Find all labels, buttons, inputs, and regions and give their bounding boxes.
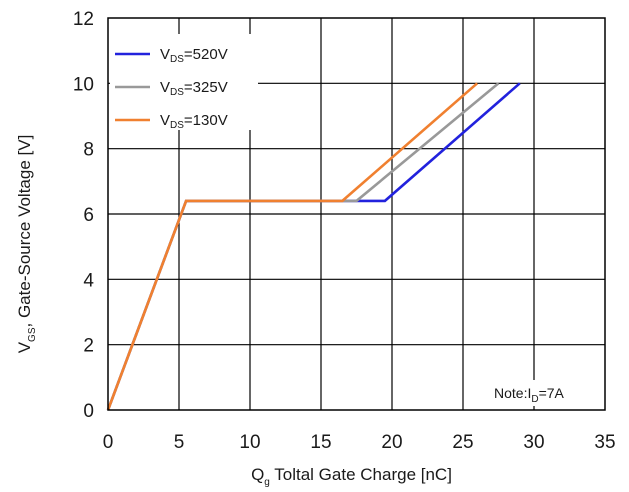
legend-label: VDS=520V (160, 46, 228, 65)
y-axis-label: VGS, Gate-Source Voltage [V] (15, 135, 38, 354)
y-tick-label: 12 (73, 9, 94, 30)
x-tick-labels: 0 5 10 15 20 25 30 35 (103, 432, 616, 453)
note-subscript: D (531, 394, 538, 405)
y-tick-labels: 0 2 4 6 8 10 12 (73, 9, 95, 422)
note-background (488, 380, 600, 406)
x-tick-label: 20 (381, 432, 402, 453)
plot-border (107, 17, 606, 411)
y-tick-label: 8 (83, 140, 94, 161)
x-tick-label: 15 (310, 432, 331, 453)
y-tick-label: 4 (83, 270, 94, 291)
x-tick-label: 10 (239, 432, 260, 453)
y-tick-label: 6 (83, 205, 94, 226)
y-tick-label: 0 (83, 401, 94, 422)
x-tick-label: 25 (452, 432, 473, 453)
series-line-325v (106, 82, 500, 411)
x-label-sub: g (264, 477, 270, 488)
y-tick-label: 2 (83, 336, 94, 357)
y-label-sub: GS (27, 327, 38, 342)
series-lines (106, 82, 521, 411)
note-suffix: =7A (539, 385, 565, 401)
legend-label: VDS=130V (160, 112, 228, 131)
x-label-rest: Toltal Gate Charge [nC] (270, 465, 452, 484)
note-prefix: Note:I (494, 385, 531, 401)
x-tick-label: 30 (523, 432, 544, 453)
x-tick-label: 5 (174, 432, 185, 453)
y-label-main: V (15, 341, 34, 353)
legend-label: VDS=325V (160, 79, 228, 98)
legend: VDS=520V VDS=325V VDS=130V (110, 34, 258, 131)
y-label-rest: , Gate-Source Voltage [V] (15, 135, 34, 328)
x-axis-label: Qg Toltal Gate Charge [nC] (251, 465, 452, 488)
legend-background (110, 34, 258, 130)
y-tick-label: 10 (73, 74, 94, 95)
x-tick-label: 35 (594, 432, 615, 453)
series-line-130v (106, 82, 479, 411)
note-annotation: Note:ID=7A (494, 385, 565, 405)
x-label-main: Q (251, 465, 264, 484)
x-tick-label: 0 (103, 432, 114, 453)
